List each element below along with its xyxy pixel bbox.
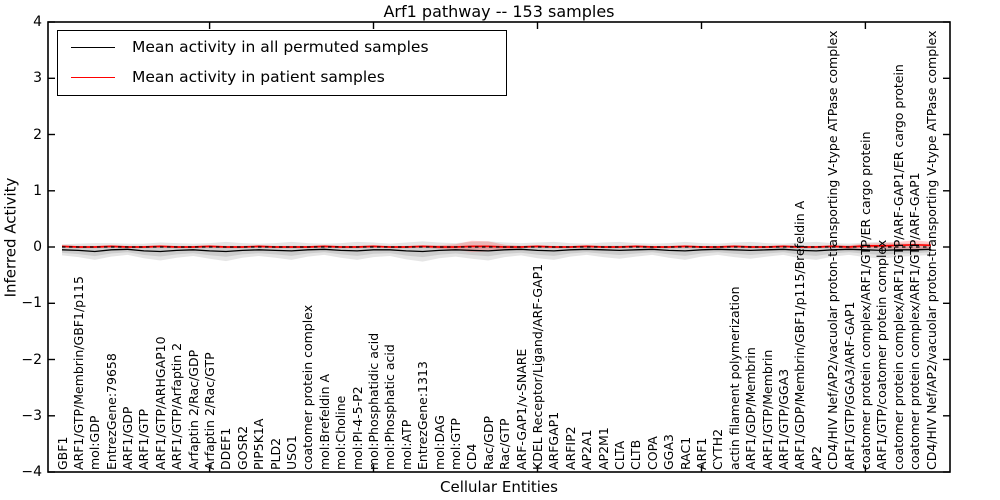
y-tick-label: −1 bbox=[21, 295, 42, 312]
permuted-mean-line bbox=[61, 248, 932, 253]
y-tick-label: 3 bbox=[33, 70, 42, 87]
y-tick-label: 0 bbox=[33, 239, 42, 255]
x-category-label: ARF1/GTP/Arfaptin 2 bbox=[169, 342, 185, 470]
x-category-label: coatomer protein complex/ARF1/GTP/ARF-GA… bbox=[890, 64, 906, 470]
x-category-label: coatomer protein complex/ARF1/GTP/ARF-GA… bbox=[907, 172, 923, 470]
x-category-label: PIP5K1A bbox=[251, 418, 267, 470]
y-tick-label: −2 bbox=[21, 351, 42, 368]
legend-item-patient: Mean activity in patient samples bbox=[71, 66, 385, 88]
x-category-label: RAC1 bbox=[677, 436, 693, 470]
legend: Mean activity in all permuted samples Me… bbox=[57, 30, 507, 96]
x-category-label: mol:GTP bbox=[448, 418, 463, 470]
x-category-label: CYTH2 bbox=[710, 428, 726, 470]
x-category-label: Arfaptin 2/Rac/GTP bbox=[202, 352, 218, 470]
x-category-label: Rac/GDP bbox=[480, 415, 496, 470]
legend-item-permuted: Mean activity in all permuted samples bbox=[71, 36, 429, 58]
y-tick-label: −4 bbox=[21, 464, 42, 480]
x-category-label: Rac/GTP bbox=[497, 418, 513, 470]
y-tick-label: −3 bbox=[21, 407, 42, 424]
x-category-label: ARF1/GDP bbox=[120, 406, 136, 470]
y-tick-label: 1 bbox=[33, 182, 42, 199]
x-axis-label: Cellular Entities bbox=[440, 478, 558, 496]
x-category-label: mol:Phosphatic acid bbox=[382, 344, 398, 470]
x-category-label: EntrezGene:1313 bbox=[415, 361, 431, 470]
x-category-label: EntrezGene:79658 bbox=[103, 353, 119, 470]
x-category-label: KDEL Receptor/Ligand/ARF-GAP1 bbox=[529, 263, 545, 470]
x-category-label: mol:Choline bbox=[333, 395, 349, 470]
x-category-label: CLTB bbox=[628, 439, 644, 470]
chart-title: Arf1 pathway -- 153 samples bbox=[383, 2, 615, 21]
x-category-label: mol:GDP bbox=[87, 415, 103, 470]
x-category-label: CD4/HIV Nef/AP2/vacuolar proton-transpor… bbox=[923, 30, 939, 471]
x-category-label: PLD2 bbox=[267, 437, 283, 470]
x-category-label: ARF1/GTP/GGA3/ARF-GAP1 bbox=[841, 301, 857, 470]
x-category-label: AP2M1 bbox=[595, 427, 611, 470]
x-category-label: GBF1 bbox=[54, 436, 70, 470]
legend-label-permuted: Mean activity in all permuted samples bbox=[132, 38, 429, 56]
x-category-label: CLTA bbox=[611, 440, 627, 470]
x-category-label: DDEF1 bbox=[218, 427, 234, 470]
x-category-label: Arfaptin 2/Rac/GDP bbox=[185, 349, 201, 470]
x-category-label: COPA bbox=[644, 436, 660, 470]
x-category-label: mol:Phosphatidic acid bbox=[366, 332, 382, 470]
y-tick-label: 4 bbox=[33, 14, 42, 30]
x-category-label: mol:ATP bbox=[398, 419, 414, 470]
x-category-label: mol:PI-4-5-P2 bbox=[349, 386, 365, 470]
x-category-label: AP2A1 bbox=[579, 429, 595, 470]
x-category-label: CD4/HIV Nef/AP2/vacuolar proton-transpor… bbox=[825, 30, 841, 471]
y-tick-label: 2 bbox=[33, 126, 42, 143]
x-category-label: USO1 bbox=[284, 435, 300, 470]
x-category-label: ARF1/GDP/Membrin/GBF1/p115/Brefeldin A bbox=[792, 200, 808, 470]
x-category-label: coatomer protein complex/ARF1/GTP/ER car… bbox=[857, 131, 873, 470]
x-category-label: actin filament polymerization bbox=[726, 286, 742, 470]
x-category-label: ARF1/GTP/Membrin/GBF1/p115 bbox=[70, 276, 86, 470]
x-category-label: ARF1/GDP/Membrin bbox=[743, 347, 759, 470]
x-category-label: ARF1/GTP bbox=[136, 408, 152, 470]
x-category-label: ARF1/GTP/Membrin bbox=[759, 349, 775, 470]
x-category-label: coatomer protein complex bbox=[300, 304, 316, 470]
x-category-label: ARF1/GTP/ARHGAP10 bbox=[152, 336, 168, 470]
x-category-label: GGA3 bbox=[661, 434, 677, 470]
permuted-std-band-inner bbox=[62, 245, 931, 258]
legend-line-patient-icon bbox=[71, 76, 115, 78]
x-category-label: ARF-GAP1/v-SNARE bbox=[513, 348, 529, 470]
x-category-label: ARFIP2 bbox=[562, 426, 578, 470]
x-category-label: ARF1/GTP/GGA3 bbox=[775, 368, 791, 470]
legend-line-permuted-icon bbox=[71, 46, 115, 48]
x-category-label: GOSR2 bbox=[234, 425, 250, 470]
x-category-label: ARF1/GTP/coatomer protein complex bbox=[874, 239, 890, 470]
x-category-label: ARFGAP1 bbox=[546, 411, 562, 470]
x-category-label: CD4 bbox=[464, 443, 480, 470]
x-category-label: mol:DAG bbox=[431, 415, 447, 470]
legend-label-patient: Mean activity in patient samples bbox=[132, 68, 385, 86]
x-category-label: mol:Brefeldin A bbox=[316, 373, 332, 470]
x-category-label: AP2 bbox=[808, 445, 824, 470]
x-category-label: ARF1 bbox=[693, 437, 709, 470]
